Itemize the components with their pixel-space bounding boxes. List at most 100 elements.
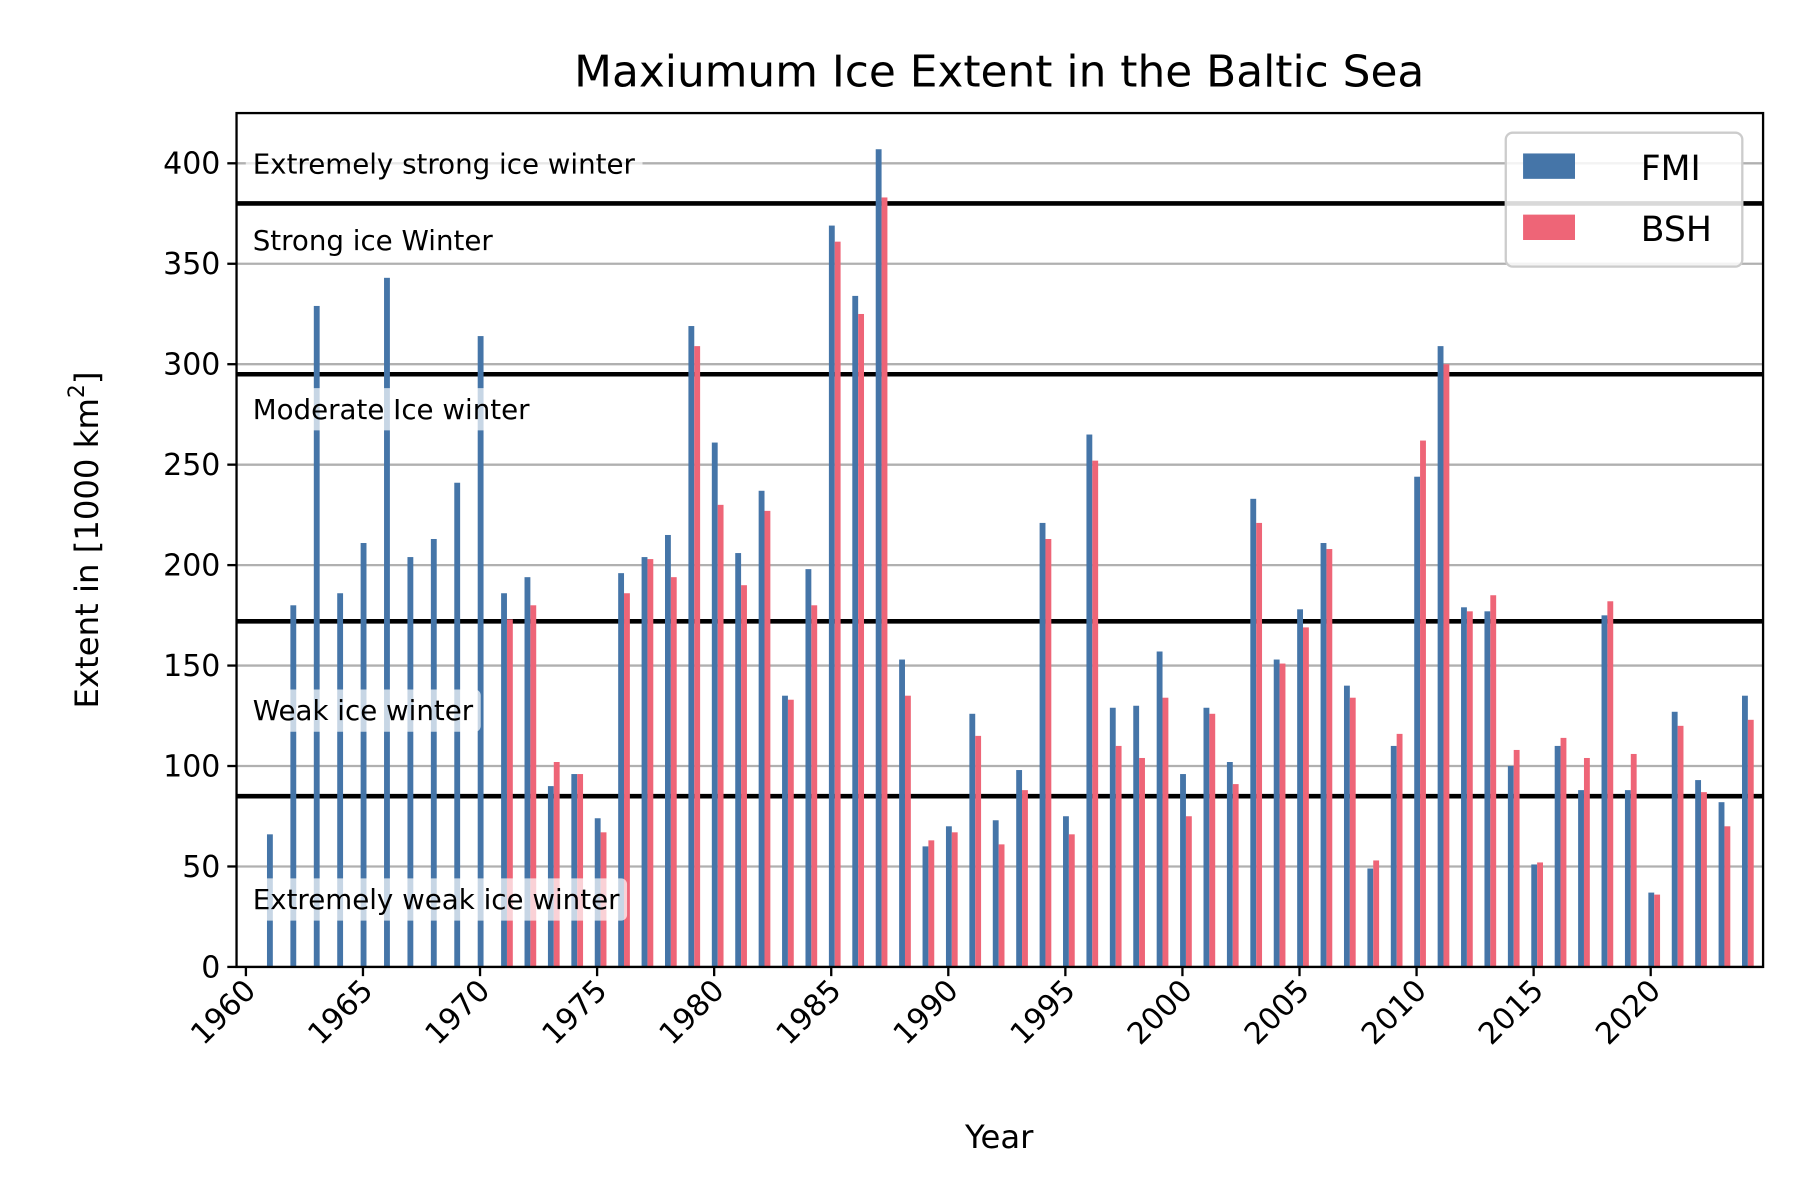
x-tick-label: 1995 xyxy=(1004,973,1083,1052)
bar-fmi-1977 xyxy=(641,557,648,967)
bar-bsh-1995 xyxy=(1068,834,1075,967)
bar-fmi-2011 xyxy=(1437,346,1444,967)
bar-bsh-2013 xyxy=(1490,595,1497,967)
x-tick-label: 2015 xyxy=(1472,973,1551,1052)
region-label: Moderate Ice winter xyxy=(253,393,530,426)
bar-bsh-1973 xyxy=(553,762,560,967)
bar-fmi-2023 xyxy=(1718,802,1725,967)
bar-fmi-1972 xyxy=(524,577,531,967)
legend-swatch-fmi xyxy=(1523,153,1575,179)
bar-fmi-2021 xyxy=(1671,711,1678,967)
region-label-box xyxy=(245,388,538,431)
y-axis-label: Extent in [1000 km2] xyxy=(65,372,106,709)
bar-bsh-1977 xyxy=(647,559,654,967)
bar-bsh-1989 xyxy=(928,840,935,967)
bar-bsh-1996 xyxy=(1092,460,1099,967)
x-tick-label: 1960 xyxy=(184,973,263,1052)
x-axis-ticks: 1960 1965 1970 1975 1980 1985 1990 1995 2000 2005… xyxy=(184,966,1668,1052)
bar-fmi-2014 xyxy=(1507,766,1514,967)
bar-bsh-2015 xyxy=(1537,862,1543,967)
region-label: Weak ice winter xyxy=(253,694,474,727)
x-axis-label: Year xyxy=(964,1118,1034,1156)
y-tick-label: 50 xyxy=(182,850,220,885)
x-tick-label: 2010 xyxy=(1355,973,1434,1052)
bar-fmi-2001 xyxy=(1203,707,1210,967)
bar-bsh-1982 xyxy=(764,510,771,967)
bar-bsh-1992 xyxy=(998,844,1005,967)
bar-fmi-2015 xyxy=(1531,864,1538,967)
bar-bsh-1994 xyxy=(1045,538,1052,967)
region-labels: Extremely strong ice winter Strong ice Wi… xyxy=(245,143,643,921)
bar-fmi-1990 xyxy=(945,826,952,967)
bar-bsh-2020 xyxy=(1654,894,1661,967)
bar-fmi-1995 xyxy=(1063,816,1069,967)
bar-fmi-1976 xyxy=(618,573,625,967)
bar-bsh-2008 xyxy=(1373,860,1380,967)
bar-bsh-1997 xyxy=(1115,745,1122,967)
bar-fmi-1997 xyxy=(1109,707,1116,967)
bar-fmi-1982 xyxy=(758,490,765,967)
bar-fmi-1989 xyxy=(922,846,929,967)
bar-fmi-1970 xyxy=(477,336,484,967)
bar-bsh-1999 xyxy=(1162,697,1169,967)
bar-bsh-1972 xyxy=(530,605,537,967)
bar-bsh-1993 xyxy=(1022,790,1028,967)
bar-bsh-1988 xyxy=(904,695,911,967)
bar-bsh-2003 xyxy=(1256,522,1263,967)
y-tick-label: 150 xyxy=(163,649,220,684)
bar-fmi-2012 xyxy=(1461,607,1467,967)
bar-fmi-2020 xyxy=(1648,892,1655,967)
y-tick-label: 400 xyxy=(163,147,220,182)
x-tick-label: 1965 xyxy=(301,973,380,1052)
x-tick-label: 1970 xyxy=(418,973,497,1052)
bar-bsh-1990 xyxy=(951,832,958,967)
bar-fmi-1978 xyxy=(664,534,671,967)
bar-bsh-2021 xyxy=(1677,725,1684,967)
bar-fmi-2016 xyxy=(1554,745,1561,967)
bar-fmi-2006 xyxy=(1320,543,1327,967)
bar-bsh-1983 xyxy=(787,699,794,967)
y-tick-label: 100 xyxy=(163,749,220,784)
bar-fmi-1965 xyxy=(360,543,367,967)
bar-bsh-1991 xyxy=(975,735,982,967)
legend: FMI BSH xyxy=(1504,131,1744,268)
bar-bsh-2023 xyxy=(1724,826,1731,967)
bar-fmi-2019 xyxy=(1624,790,1631,967)
bar-fmi-1985 xyxy=(828,225,835,967)
bar-fmi-2008 xyxy=(1367,868,1374,967)
y-tick-label: 350 xyxy=(163,247,220,282)
bar-fmi-2002 xyxy=(1226,762,1233,967)
region-label-box xyxy=(245,689,481,732)
bar-bsh-1986 xyxy=(858,313,865,967)
bar-fmi-2010 xyxy=(1414,476,1421,967)
bar-bsh-1987 xyxy=(881,197,888,967)
legend-label-fmi: FMI xyxy=(1641,149,1701,189)
x-tick-label: 1985 xyxy=(770,973,849,1052)
bar-fmi-1991 xyxy=(969,713,976,967)
bar-bsh-2002 xyxy=(1232,784,1239,967)
bar-fmi-2022 xyxy=(1695,780,1702,967)
bar-fmi-1980 xyxy=(711,442,718,967)
bar-fmi-1963 xyxy=(313,305,320,967)
y-tick-label: 200 xyxy=(163,548,220,583)
bar-bsh-2007 xyxy=(1349,697,1356,967)
region-label-box xyxy=(245,878,628,921)
x-tick-label: 1980 xyxy=(653,973,732,1052)
grid-lines xyxy=(236,162,1764,969)
bar-fmi-1967 xyxy=(407,557,414,967)
bar-bsh-2022 xyxy=(1701,792,1707,967)
y-tick-label: 300 xyxy=(163,348,220,383)
bar-fmi-1984 xyxy=(805,569,812,967)
bar-bsh-2018 xyxy=(1607,601,1614,967)
bar-bsh-1971 xyxy=(506,619,513,967)
x-tick-label: 1975 xyxy=(536,973,615,1052)
bar-fmi-1964 xyxy=(337,593,344,967)
bar-fmi-2005 xyxy=(1297,609,1304,967)
bar-bsh-1974 xyxy=(577,774,584,967)
bar-fmi-2018 xyxy=(1601,615,1608,967)
bar-bsh-2001 xyxy=(1209,713,1216,967)
bar-fmi-1966 xyxy=(384,277,390,967)
bar-fmi-1986 xyxy=(852,295,859,967)
bar-fmi-1999 xyxy=(1156,651,1163,967)
